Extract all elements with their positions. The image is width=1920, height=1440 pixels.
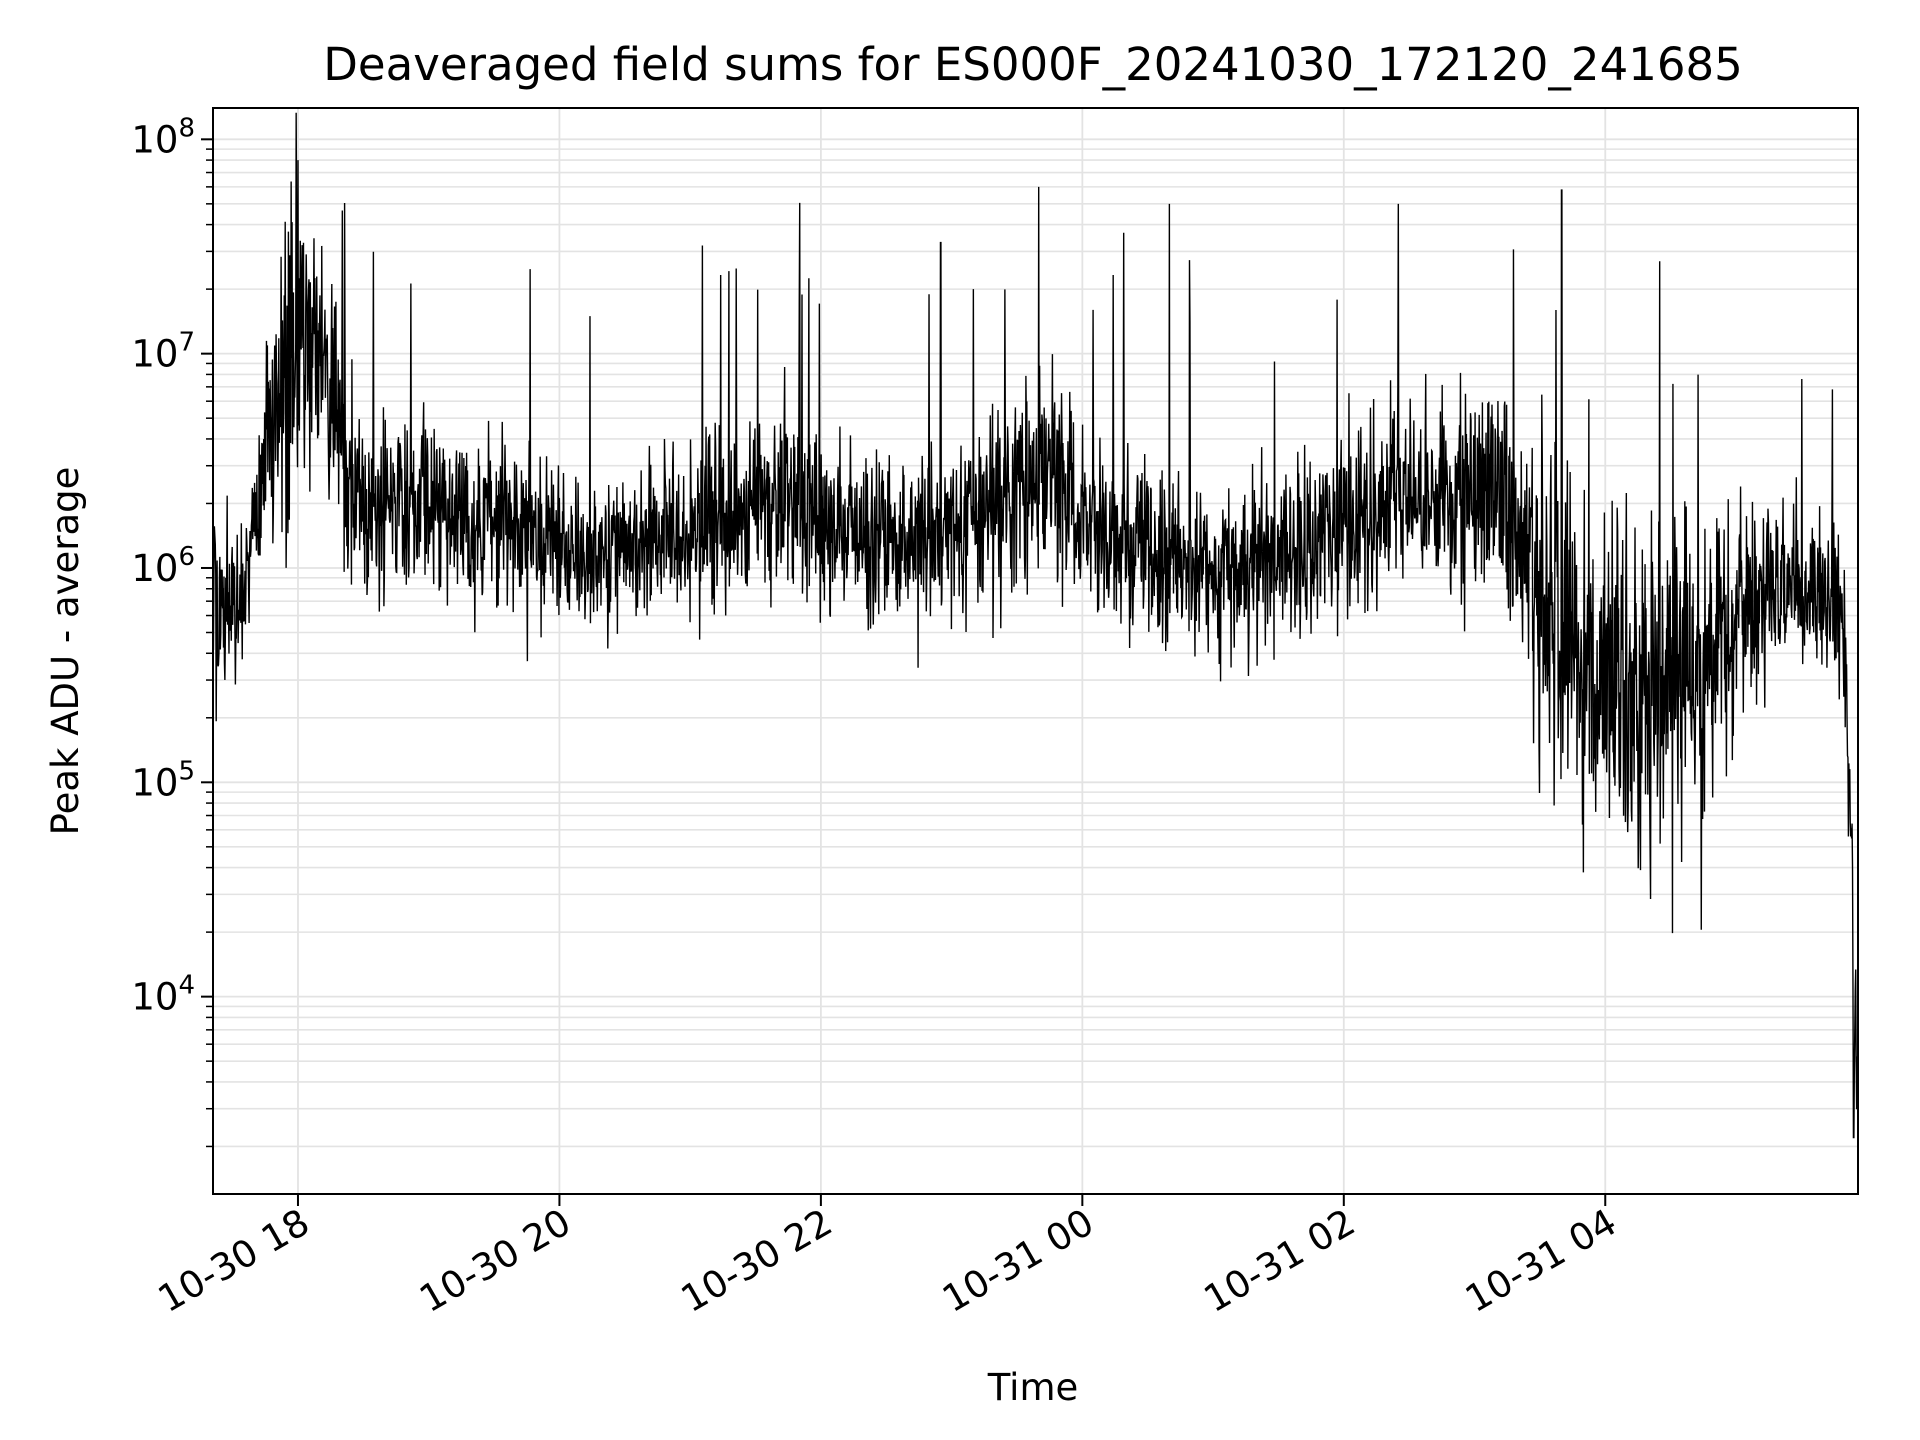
- plot-frame: [212, 107, 1859, 1195]
- series-group: [213, 112, 1858, 1139]
- y-axis-label: Peak ADU - average: [44, 467, 87, 836]
- y-tick-label: 107: [131, 328, 195, 376]
- y-tick-label: 108: [131, 113, 195, 161]
- y-tick-label: 105: [131, 756, 195, 804]
- y-tick-label: 106: [131, 542, 195, 590]
- x-axis-label: Time: [987, 1366, 1079, 1409]
- y-tick-label: 104: [131, 971, 195, 1019]
- y-axis: 104 105 106 107 108: [131, 113, 213, 1148]
- chart-title: Deaveraged field sums for ES000F_2024103…: [323, 38, 1742, 91]
- series-line: [213, 112, 1858, 1139]
